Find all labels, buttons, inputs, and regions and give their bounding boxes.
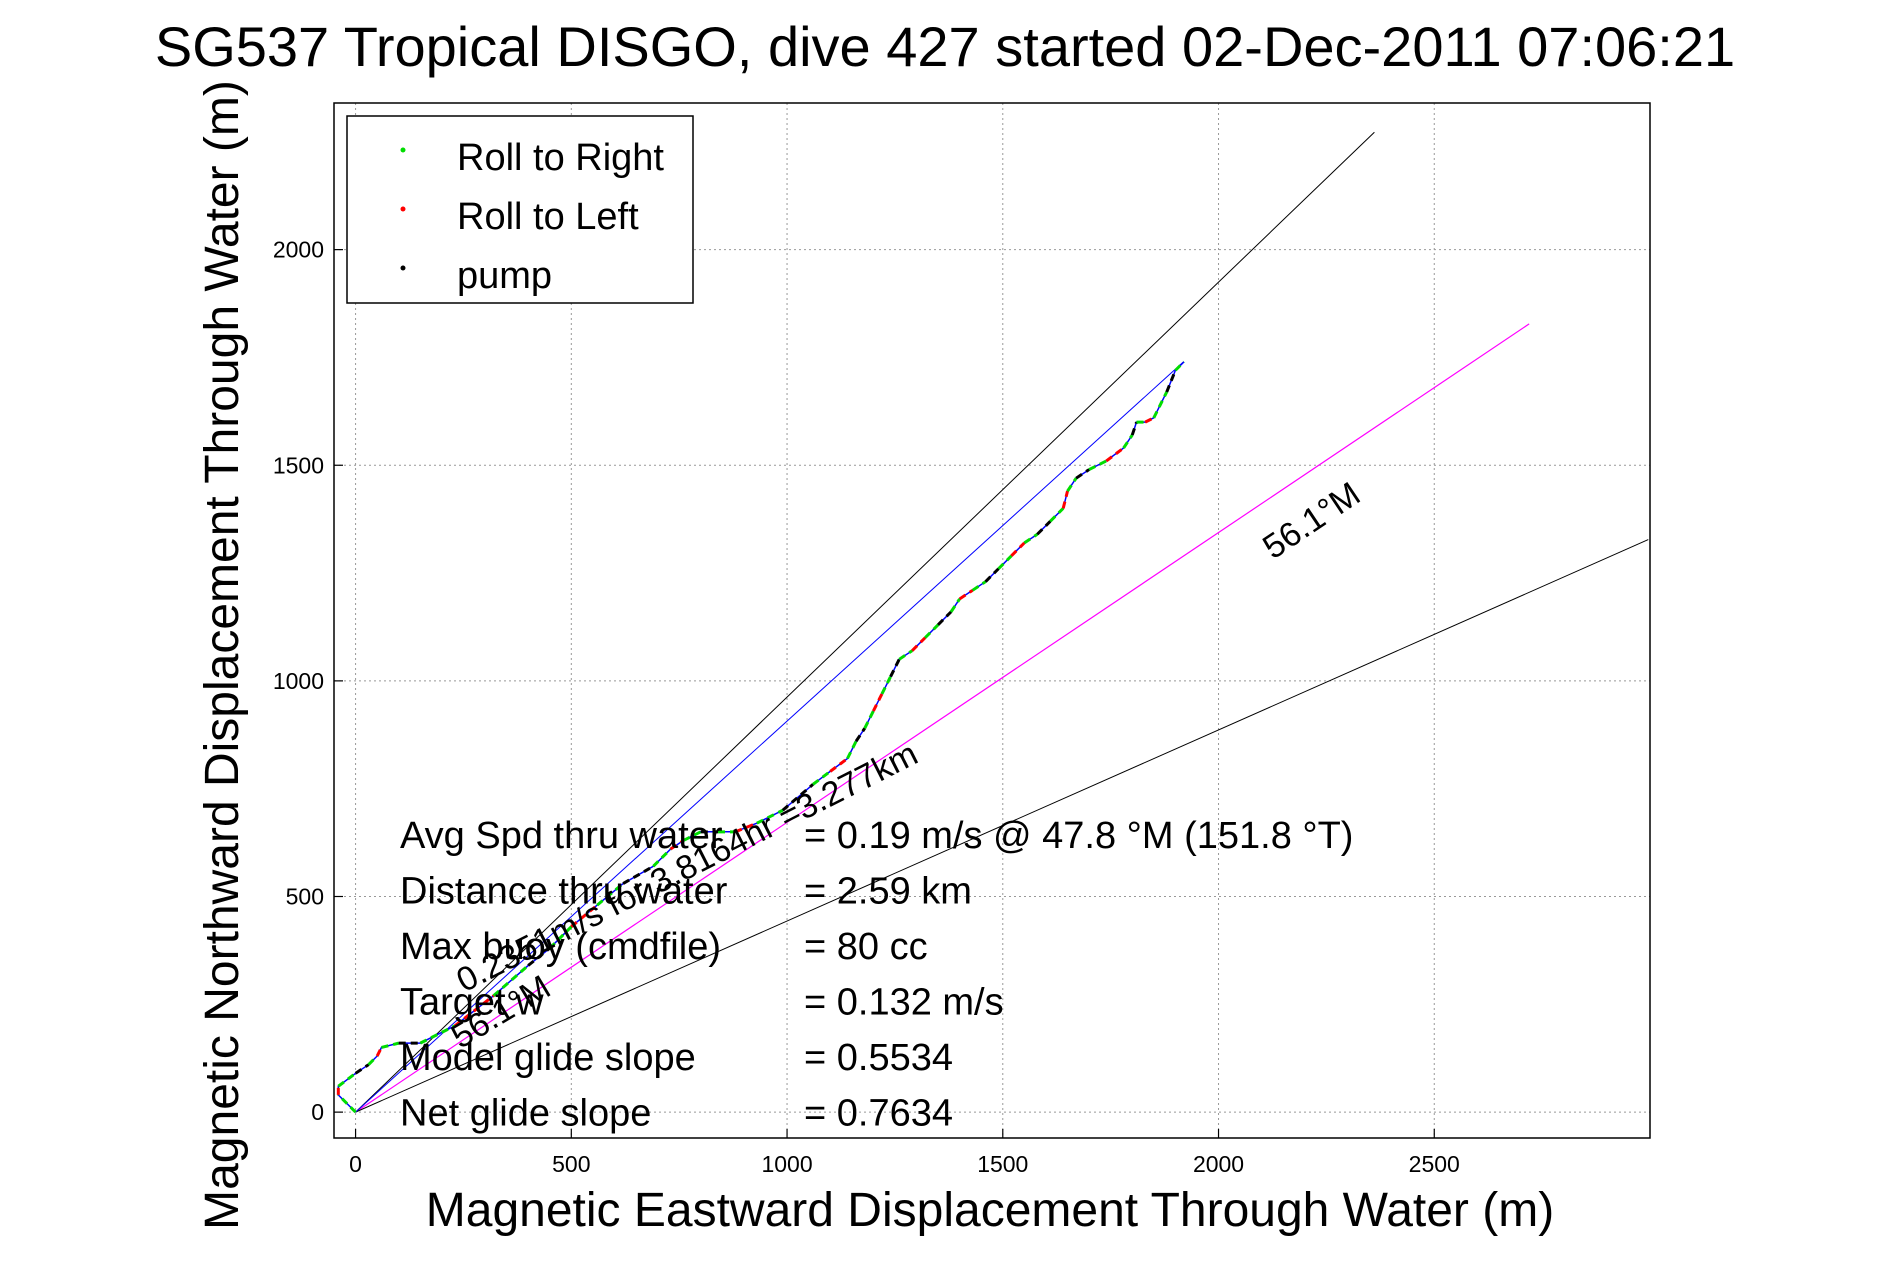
- x-axis-label: Magnetic Eastward Displacement Through W…: [426, 1184, 1554, 1237]
- track-segment: [337, 1072, 357, 1088]
- track-segment: [949, 598, 961, 613]
- track-segment: [1036, 520, 1052, 536]
- track-segment: [846, 740, 858, 760]
- track-segment: [880, 675, 892, 695]
- heading-line: [355, 323, 1530, 1113]
- track-segment: [898, 649, 914, 661]
- annotation-label: Model glide slope: [400, 1037, 696, 1079]
- annotation-value: = 2.59 km: [804, 871, 972, 913]
- legend-marker: [400, 206, 406, 212]
- track-segment: [367, 1055, 379, 1066]
- grid: [334, 103, 1650, 1138]
- legend: Roll to Right Roll to Left pump: [346, 115, 694, 304]
- track-segment: [570, 903, 599, 928]
- ticks: 0 500 1000 1500 2000 2500 0 500 1000 1500 2000: [273, 237, 1460, 1177]
- rotated-labels: 0.2351m/s for 3.8164hr =3.277km56.1°M56.…: [445, 475, 1367, 1056]
- track-segment: [937, 610, 953, 626]
- annotation-value: = 0.19 m/s @ 47.8 °M (151.8 °T): [804, 815, 1353, 857]
- track-segment: [1010, 541, 1026, 557]
- annotation-label: Net glide slope: [400, 1093, 651, 1135]
- y-tick-label: 1500: [273, 452, 324, 478]
- track-segment: [596, 882, 625, 907]
- track-segment: [971, 580, 987, 592]
- reference-lines: [355, 131, 1649, 1113]
- track-segment: [1165, 369, 1177, 393]
- x-tick-label: 2500: [1409, 1151, 1460, 1177]
- legend-label: Roll to Left: [457, 196, 639, 238]
- track-segment: [492, 964, 530, 997]
- track-segment: [354, 1063, 370, 1075]
- upper-bound-line: [355, 131, 1375, 1113]
- y-tick-label: 500: [286, 884, 324, 910]
- track-segment: [1122, 434, 1134, 449]
- track-segment: [682, 830, 702, 842]
- legend-marker: [400, 265, 406, 271]
- legend-marker: [400, 147, 406, 153]
- track-segment: [958, 589, 974, 601]
- legend-label: Roll to Right: [457, 137, 664, 179]
- track-segment: [527, 947, 551, 967]
- track-segment: [812, 770, 832, 786]
- annotation-value: = 0.7634: [804, 1093, 953, 1135]
- track-segment: [1061, 490, 1069, 509]
- y-tick-label: 2000: [273, 237, 324, 263]
- track-segment: [911, 636, 927, 652]
- x-tick-label: 500: [552, 1151, 590, 1177]
- track-segment: [375, 1046, 383, 1057]
- track-segment: [419, 1024, 456, 1045]
- track-segment: [829, 757, 849, 773]
- track-segment: [381, 1041, 400, 1049]
- track-segment: [669, 839, 685, 851]
- track-segment: [1049, 507, 1065, 523]
- plot-frame: [333, 102, 1651, 1139]
- annotation-value: = 80 cc: [804, 926, 928, 968]
- annotation-label: Avg Spd thru water: [400, 815, 723, 857]
- track-segment: [734, 821, 758, 834]
- x-tick-label: 2000: [1193, 1151, 1244, 1177]
- y-tick-label: 1000: [273, 668, 324, 694]
- track-segment: [1174, 360, 1186, 372]
- track-segment: [652, 848, 672, 868]
- track-segment: [1130, 421, 1138, 436]
- track-segment: [1088, 459, 1108, 471]
- track-segment: [863, 710, 875, 729]
- annotation-label: Target w: [400, 982, 544, 1024]
- series-group: [336, 360, 1186, 1114]
- track-segment: [337, 1093, 357, 1114]
- track-segment: [756, 808, 784, 825]
- track-segment: [1105, 446, 1125, 463]
- x-tick-label: 0: [349, 1151, 362, 1177]
- heading-label: 56.1°M: [1256, 475, 1367, 567]
- y-tick-label: 0: [311, 1099, 324, 1125]
- annotations: Avg Spd thru water = 0.19 m/s @ 47.8 °M (…: [400, 815, 1353, 1135]
- track-segment: [1152, 391, 1169, 419]
- annotation-label: Max buoy (cmdfile): [400, 926, 721, 968]
- track-segment: [997, 554, 1013, 570]
- track-segment: [1066, 477, 1078, 492]
- y-axis-label: Magnetic Northward Displacement Through …: [196, 80, 249, 1230]
- track-segment: [622, 865, 655, 885]
- chart-title: SG537 Tropical DISGO, dive 427 started 0…: [155, 15, 1735, 78]
- annotation-value: = 0.5534: [804, 1037, 953, 1079]
- lower-bound-line: [355, 539, 1649, 1113]
- track-segment: [1144, 416, 1155, 424]
- track-segment: [781, 783, 814, 812]
- track-segment: [854, 727, 866, 743]
- track-segment: [889, 658, 901, 678]
- annotation-label: Distance thru water: [400, 871, 728, 913]
- average-line: [355, 361, 1184, 1113]
- annotation-value: = 0.132 m/s: [804, 982, 1004, 1024]
- legend-label: pump: [457, 255, 552, 297]
- track-segment: [453, 994, 495, 1028]
- x-tick-label: 1000: [761, 1151, 812, 1177]
- track-segment: [984, 567, 1000, 583]
- track-segment: [872, 693, 884, 712]
- x-tick-label: 1500: [977, 1151, 1028, 1177]
- track-segment: [548, 925, 573, 950]
- track-segment: [1075, 468, 1090, 480]
- track-segment: [1023, 533, 1039, 545]
- track-segment: [924, 623, 940, 639]
